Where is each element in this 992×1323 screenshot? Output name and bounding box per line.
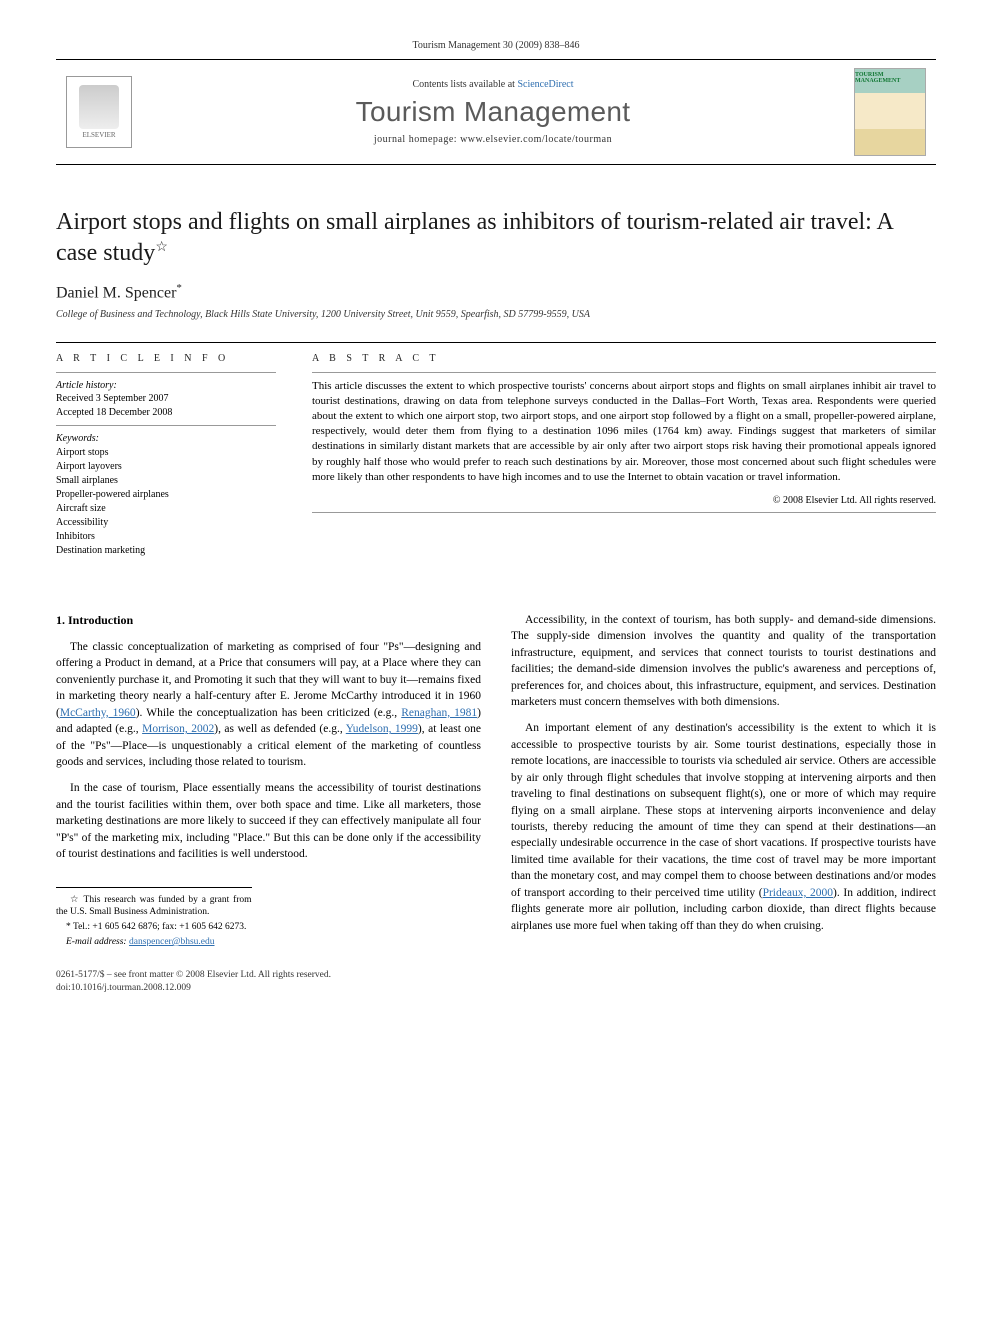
citation-link[interactable]: Prideaux, 2000 <box>763 887 833 899</box>
info-divider <box>56 372 276 373</box>
abstract-heading: A B S T R A C T <box>312 353 936 364</box>
section-title: 1. Introduction <box>56 612 481 629</box>
citation-link[interactable]: Yudelson, 1999 <box>346 723 418 735</box>
info-divider <box>56 425 276 426</box>
abstract-divider <box>312 372 936 373</box>
footnote: ☆ This research was funded by a grant fr… <box>56 894 252 920</box>
keyword: Airport layovers <box>56 460 276 474</box>
journal-name: Tourism Management <box>144 96 842 128</box>
elsevier-logo: ELSEVIER <box>66 76 132 148</box>
author-corresponding-mark: * <box>176 282 182 294</box>
keyword: Accessibility <box>56 516 276 530</box>
article-info-column: A R T I C L E I N F O Article history: R… <box>56 353 276 558</box>
history-label: Article history: <box>56 379 276 393</box>
paragraph: The classic conceptualization of marketi… <box>56 639 481 771</box>
keyword: Inhibitors <box>56 530 276 544</box>
keyword: Small airplanes <box>56 474 276 488</box>
body-columns: 1. Introduction The classic conceptualiz… <box>56 612 936 951</box>
abstract-column: A B S T R A C T This article discusses t… <box>312 353 936 558</box>
footnotes: ☆ This research was funded by a grant fr… <box>56 887 252 949</box>
title-footnote-mark: ☆ <box>155 240 168 255</box>
received-date: Received 3 September 2007 <box>56 392 276 406</box>
footnote: E-mail address: danspencer@bhsu.edu <box>56 936 252 949</box>
contents-prefix: Contents lists available at <box>412 79 517 90</box>
abstract-bottom-divider <box>312 512 936 513</box>
footnote: * Tel.: +1 605 642 6876; fax: +1 605 642… <box>56 921 252 934</box>
right-column: Accessibility, in the context of tourism… <box>511 612 936 951</box>
citation-link[interactable]: McCarthy, 1960 <box>60 707 136 719</box>
abstract-copyright: © 2008 Elsevier Ltd. All rights reserved… <box>312 495 936 506</box>
footnote-label: E-mail address: <box>66 937 129 947</box>
masthead: ELSEVIER Contents lists available at Sci… <box>56 59 936 165</box>
affiliation: College of Business and Technology, Blac… <box>56 309 936 320</box>
contents-line: Contents lists available at ScienceDirec… <box>144 79 842 90</box>
accepted-date: Accepted 18 December 2008 <box>56 406 276 420</box>
sciencedirect-link[interactable]: ScienceDirect <box>517 79 573 90</box>
citation-link[interactable]: Morrison, 2002 <box>142 723 214 735</box>
elsevier-logo-text: ELSEVIER <box>82 131 115 139</box>
keyword: Propeller-powered airplanes <box>56 488 276 502</box>
info-abstract-row: A R T I C L E I N F O Article history: R… <box>56 353 936 558</box>
keywords-list: Airport stops Airport layovers Small air… <box>56 446 276 558</box>
keyword: Destination marketing <box>56 544 276 558</box>
paragraph: In the case of tourism, Place essentiall… <box>56 780 481 862</box>
running-head: Tourism Management 30 (2009) 838–846 <box>56 40 936 51</box>
article-info-heading: A R T I C L E I N F O <box>56 353 276 364</box>
paragraph: An important element of any destination'… <box>511 720 936 934</box>
citation-link[interactable]: Renaghan, 1981 <box>401 707 477 719</box>
page: Tourism Management 30 (2009) 838–846 ELS… <box>0 0 992 1034</box>
article-title-text: Airport stops and flights on small airpl… <box>56 209 893 266</box>
left-column: 1. Introduction The classic conceptualiz… <box>56 612 481 951</box>
article-title: Airport stops and flights on small airpl… <box>56 207 936 268</box>
elsevier-tree-icon <box>79 85 119 129</box>
cover-tag: TOURISM MANAGEMENT <box>855 72 922 84</box>
keyword: Airport stops <box>56 446 276 460</box>
email-link[interactable]: danspencer@bhsu.edu <box>129 937 215 947</box>
keywords-label: Keywords: <box>56 432 276 446</box>
author-line: Daniel M. Spencer* <box>56 282 936 302</box>
author-name: Daniel M. Spencer <box>56 285 176 302</box>
keyword: Aircraft size <box>56 502 276 516</box>
masthead-center: Contents lists available at ScienceDirec… <box>144 79 842 145</box>
journal-homepage: journal homepage: www.elsevier.com/locat… <box>144 134 842 145</box>
paragraph: Accessibility, in the context of tourism… <box>511 612 936 711</box>
page-footer: 0261-5177/$ – see front matter © 2008 El… <box>56 969 936 995</box>
footer-doi: doi:10.1016/j.tourman.2008.12.009 <box>56 982 936 995</box>
journal-cover-thumbnail: TOURISM MANAGEMENT <box>854 68 926 156</box>
footer-line: 0261-5177/$ – see front matter © 2008 El… <box>56 969 936 982</box>
abstract-text: This article discusses the extent to whi… <box>312 379 936 485</box>
divider <box>56 342 936 343</box>
title-block: Airport stops and flights on small airpl… <box>56 207 936 320</box>
